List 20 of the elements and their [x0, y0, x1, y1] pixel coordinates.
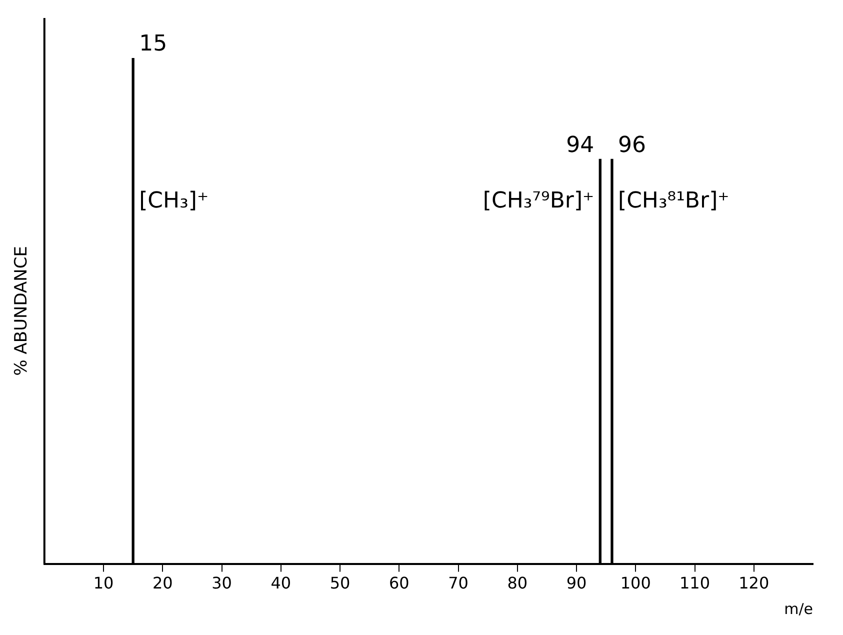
annotation: 96: [618, 132, 646, 158]
x-tick-label: 30: [212, 574, 232, 593]
x-tick-label: 120: [738, 574, 770, 593]
x-tick-label: 40: [270, 574, 292, 593]
annotation: [CH₃]⁺: [139, 188, 209, 214]
x-axis-title: m/e: [784, 600, 813, 618]
x-tick-label: 70: [448, 574, 468, 593]
annotation: 15: [139, 32, 168, 57]
x-tick-label: 60: [388, 574, 410, 593]
annotation: [CH₃⁸¹Br]⁺: [618, 188, 730, 214]
x-tick-label: 20: [152, 574, 173, 593]
annotation: [CH₃⁷⁹Br]⁺: [482, 188, 594, 214]
x-tick-label: 90: [566, 574, 587, 593]
x-tick-label: 100: [620, 574, 651, 593]
annotation: 94: [566, 132, 594, 158]
x-tick-label: 80: [507, 574, 528, 593]
y-axis-title: % ABUNDANCE: [12, 246, 32, 376]
x-tick-label: 110: [679, 574, 710, 593]
x-tick-label: 10: [93, 574, 114, 593]
x-tick-label: 50: [330, 574, 350, 593]
